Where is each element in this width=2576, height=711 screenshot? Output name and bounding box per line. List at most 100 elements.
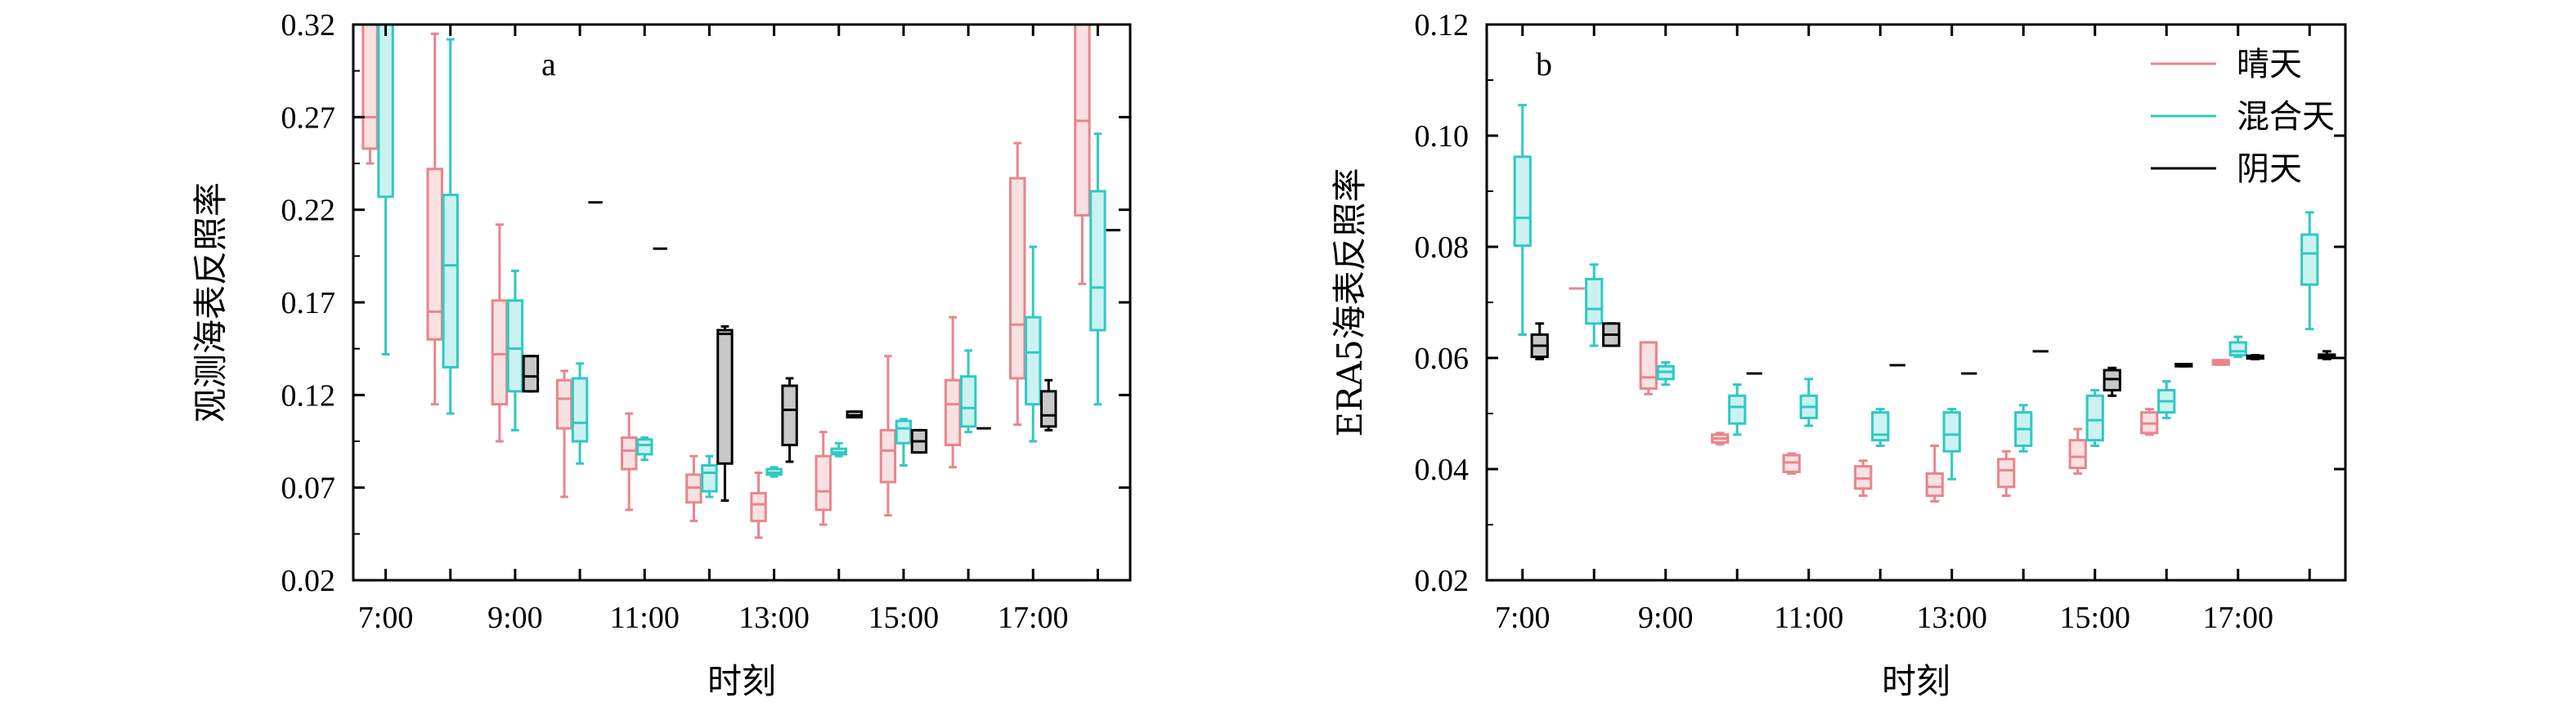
box-iqr <box>571 377 589 443</box>
y-tick-label: 0.32 <box>281 8 336 42</box>
box-混合天-13 <box>1942 408 1961 481</box>
box-iqr <box>1639 341 1658 390</box>
box-iqr <box>1997 458 2016 489</box>
box-混合天-8 <box>1585 263 1604 347</box>
box-混合天-18 <box>2300 211 2319 331</box>
x-tick-label: 7:00 <box>1495 601 1551 635</box>
box-晴天-12 <box>1854 459 1873 498</box>
box-混合天-16 <box>959 349 977 434</box>
box-晴天-15 <box>879 355 897 517</box>
box-混合天-15 <box>2085 388 2104 447</box>
box-晴天-9 <box>1639 341 1658 396</box>
box-iqr <box>879 428 897 484</box>
box-iqr <box>701 463 718 493</box>
box-混合天-11 <box>1799 378 1818 427</box>
box-阴天-17 <box>2246 354 2264 360</box>
box-晴天-10 <box>555 369 573 499</box>
box-混合天-17 <box>2228 335 2247 359</box>
box-混合天-8 <box>442 38 459 415</box>
box-混合天-17 <box>1025 245 1042 443</box>
box-阴天-18 <box>2318 350 2336 360</box>
box-阴天-8 <box>1602 322 1621 347</box>
y-tick-label: 0.12 <box>1415 8 1470 42</box>
series-晴天 <box>361 25 1091 539</box>
x-tick-label: 11:00 <box>610 601 680 635</box>
box-晴天-14 <box>1997 449 2016 498</box>
legend-item: 阴天 <box>2151 150 2302 188</box>
box-iqr <box>781 384 798 447</box>
y-tick-label: 0.02 <box>281 564 336 598</box>
box-混合天-12 <box>1871 408 1890 447</box>
x-axis-title: 时刻 <box>707 661 776 701</box>
y-tick-label: 0.22 <box>281 194 336 228</box>
box-阴天-14 <box>846 410 863 419</box>
box-阴天-13 <box>781 377 798 463</box>
y-tick-label: 0.06 <box>1415 342 1470 376</box>
y-tick-label: 0.10 <box>1415 119 1470 154</box>
box-iqr <box>1728 394 1747 425</box>
box-iqr <box>895 419 913 445</box>
y-tick-label: 0.08 <box>1415 230 1470 265</box>
panel-a-chart: 0.02 0.07 0.12 0.17 0.22 0.27 0.32 7:00 9:00 11:0… <box>191 8 1132 701</box>
box-混合天-7 <box>377 25 394 356</box>
legend-label: 阴天 <box>2237 150 2302 188</box>
box-iqr <box>1009 177 1026 380</box>
box-晴天-7 <box>361 25 379 165</box>
box-iqr <box>1074 25 1091 217</box>
x-axis-title: 时刻 <box>1882 661 1950 701</box>
box-混合天-13 <box>765 466 783 478</box>
box-晴天-16 <box>2140 408 2159 436</box>
box-晴天-10 <box>1711 432 1730 445</box>
legend-label: 混合天 <box>2237 98 2335 136</box>
y-tick-label: 0.04 <box>1415 453 1470 487</box>
box-iqr <box>1871 411 1890 442</box>
box-晴天-11 <box>1782 452 1801 475</box>
y-tick-label: 0.07 <box>281 472 336 506</box>
box-iqr <box>1089 190 1106 332</box>
box-iqr <box>716 329 734 465</box>
box-iqr <box>2300 233 2319 286</box>
legend-label: 晴天 <box>2237 46 2302 83</box>
plot-area <box>1513 104 2336 503</box>
box-晴天-8 <box>426 32 443 406</box>
box-阴天-7 <box>1530 322 1549 360</box>
box-阴天-15 <box>910 428 928 454</box>
x-tick-label: 9:00 <box>487 601 543 635</box>
box-混合天-10 <box>1728 383 1747 436</box>
box-混合天-9 <box>1656 360 1675 387</box>
series-混合天 <box>1513 104 2319 481</box>
box-阴天-17 <box>1040 378 1057 432</box>
legend-item: 混合天 <box>2151 98 2335 136</box>
box-iqr <box>2068 439 2087 470</box>
box-iqr <box>636 438 653 456</box>
y-tick-label: 0.02 <box>1415 564 1470 598</box>
box-iqr <box>1040 390 1057 428</box>
legend-item: 晴天 <box>2151 46 2302 83</box>
x-tick-label: 9:00 <box>1638 601 1694 635</box>
box-iqr <box>2085 394 2104 442</box>
x-tick-label: 11:00 <box>1774 601 1843 635</box>
box-混合天-18 <box>1089 132 1106 406</box>
box-混合天-9 <box>506 269 524 432</box>
series-晴天 <box>1568 287 2230 503</box>
y-tick-label: 0.12 <box>281 378 336 413</box>
y-axis-title: ERA5海表反照率 <box>1330 168 1370 436</box>
x-tick-label: 17:00 <box>998 601 1069 635</box>
box-混合天-12 <box>701 454 718 499</box>
box-iqr <box>426 168 443 341</box>
box-iqr <box>522 355 540 393</box>
x-tick-label: 13:00 <box>738 601 810 635</box>
series-阴天 <box>1530 322 2336 397</box>
box-混合天-16 <box>2157 380 2176 419</box>
box-混合天-10 <box>571 362 589 465</box>
series-混合天 <box>377 25 1106 499</box>
x-tick-label: 13:00 <box>1916 601 1987 635</box>
x-tick-label: 17:00 <box>2202 601 2273 635</box>
box-iqr <box>506 299 524 393</box>
box-混合天-14 <box>2014 404 2033 453</box>
x-tick-label: 15:00 <box>868 601 940 635</box>
box-晴天-11 <box>621 412 638 512</box>
box-iqr <box>1025 315 1042 406</box>
